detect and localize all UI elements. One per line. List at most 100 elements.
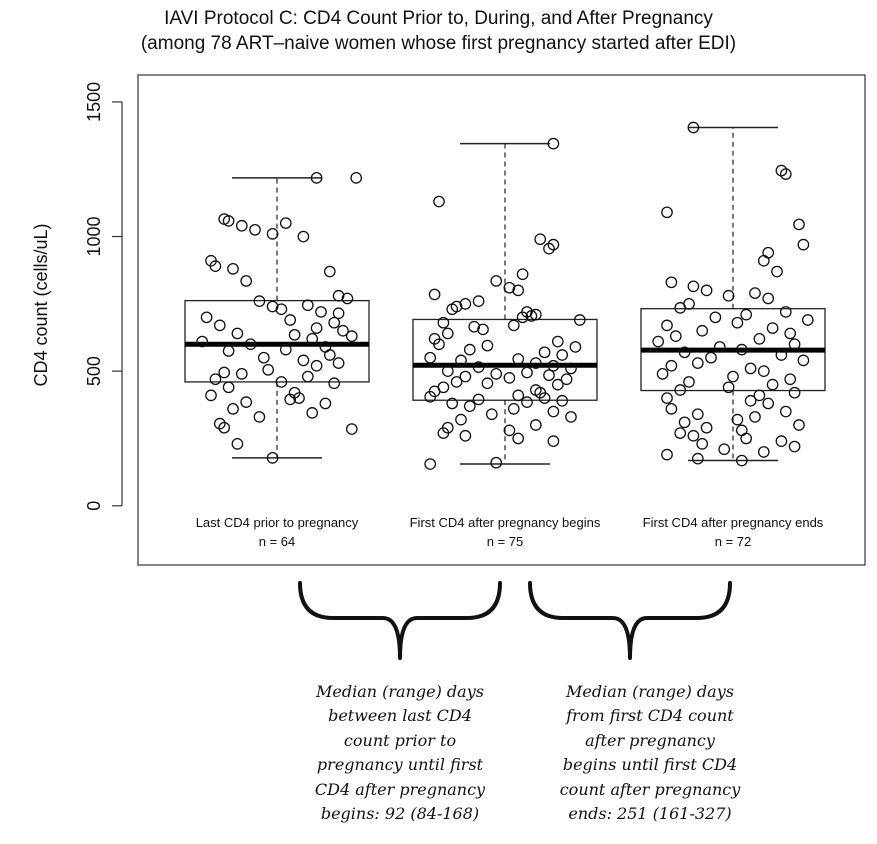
data-point bbox=[213, 417, 226, 430]
data-point bbox=[231, 327, 244, 340]
data-point bbox=[249, 223, 261, 236]
data-point bbox=[512, 284, 525, 297]
data-point bbox=[793, 218, 805, 231]
data-point bbox=[709, 311, 722, 324]
data-point bbox=[284, 393, 297, 406]
data-point bbox=[218, 421, 231, 434]
data-point bbox=[481, 377, 494, 390]
data-point bbox=[350, 171, 363, 184]
data-point bbox=[674, 384, 687, 396]
data-point bbox=[240, 396, 253, 408]
data-point bbox=[678, 346, 691, 359]
data-point bbox=[196, 335, 209, 348]
data-point bbox=[437, 316, 450, 329]
y-tick-label: 0 bbox=[84, 501, 104, 511]
data-point bbox=[328, 377, 341, 390]
brace-left bbox=[298, 581, 502, 660]
data-point bbox=[231, 437, 244, 450]
data-point bbox=[661, 392, 673, 404]
brace-right bbox=[528, 581, 732, 660]
iqr-box bbox=[184, 299, 370, 383]
chart-subtitle: (among 78 ART–naive women whose first pr… bbox=[140, 33, 737, 54]
data-point bbox=[797, 238, 810, 251]
data-point bbox=[757, 446, 770, 458]
data-point bbox=[512, 389, 525, 402]
data-point bbox=[459, 297, 472, 310]
data-point bbox=[424, 351, 437, 364]
data-point bbox=[512, 432, 525, 445]
data-point bbox=[503, 281, 516, 294]
data-point bbox=[472, 295, 485, 308]
data-point bbox=[700, 284, 713, 297]
data-point bbox=[297, 230, 310, 243]
data-point bbox=[341, 292, 354, 305]
data-point bbox=[235, 219, 248, 232]
data-point bbox=[516, 311, 529, 324]
data-point bbox=[284, 314, 297, 326]
data-point bbox=[253, 411, 266, 423]
data-point bbox=[560, 373, 573, 386]
data-point bbox=[323, 349, 336, 361]
data-point bbox=[468, 320, 481, 333]
data-point bbox=[529, 419, 542, 431]
data-point bbox=[222, 345, 235, 357]
annotation-left: Median (range) days between last CD4 cou… bbox=[314, 682, 486, 824]
data-point bbox=[722, 381, 735, 394]
data-point bbox=[424, 458, 437, 470]
data-point bbox=[543, 242, 555, 255]
data-point bbox=[691, 357, 704, 369]
data-point bbox=[433, 338, 445, 351]
data-point bbox=[556, 349, 569, 361]
data-point bbox=[328, 316, 341, 329]
data-point bbox=[301, 299, 314, 312]
data-point bbox=[213, 319, 226, 332]
data-point bbox=[538, 346, 551, 359]
data-point bbox=[262, 363, 275, 376]
data-point bbox=[227, 402, 239, 415]
data-point bbox=[749, 411, 761, 423]
data-point bbox=[569, 341, 582, 353]
data-point bbox=[266, 300, 279, 313]
data-point bbox=[323, 265, 336, 278]
data-point bbox=[771, 265, 783, 278]
data-point bbox=[332, 289, 345, 302]
data-point bbox=[433, 195, 445, 208]
data-point bbox=[455, 354, 467, 367]
data-point bbox=[700, 421, 713, 434]
category-label: First CD4 after pregnancy begins bbox=[410, 515, 601, 530]
data-point bbox=[687, 121, 700, 134]
data-point bbox=[731, 316, 744, 329]
data-point bbox=[279, 217, 292, 229]
data-point bbox=[455, 413, 467, 426]
data-point bbox=[319, 397, 332, 410]
data-point bbox=[507, 319, 520, 332]
data-point bbox=[793, 419, 805, 431]
data-point bbox=[683, 376, 695, 388]
data-point bbox=[472, 361, 485, 373]
data-point bbox=[503, 424, 516, 437]
data-point bbox=[503, 372, 516, 384]
category-n-label: n = 72 bbox=[715, 534, 752, 549]
data-point bbox=[235, 367, 248, 380]
data-point bbox=[735, 343, 748, 356]
data-point bbox=[512, 353, 525, 365]
data-point bbox=[556, 394, 569, 407]
data-point bbox=[240, 275, 253, 287]
data-point bbox=[472, 393, 485, 406]
data-point bbox=[547, 405, 560, 418]
data-point bbox=[345, 423, 358, 435]
data-point bbox=[485, 408, 498, 421]
data-point bbox=[490, 367, 503, 380]
data-point bbox=[801, 314, 814, 326]
box-group: Last CD4 prior to pregnancy n = 64 bbox=[184, 171, 370, 549]
data-point bbox=[797, 354, 810, 367]
data-point bbox=[266, 227, 279, 240]
data-point bbox=[665, 359, 678, 372]
data-point bbox=[547, 359, 560, 372]
y-tick-label: 1500 bbox=[84, 82, 104, 122]
data-point bbox=[209, 373, 222, 386]
data-point bbox=[718, 443, 731, 456]
data-point bbox=[674, 302, 687, 314]
data-point bbox=[218, 366, 231, 379]
data-point bbox=[450, 376, 463, 388]
